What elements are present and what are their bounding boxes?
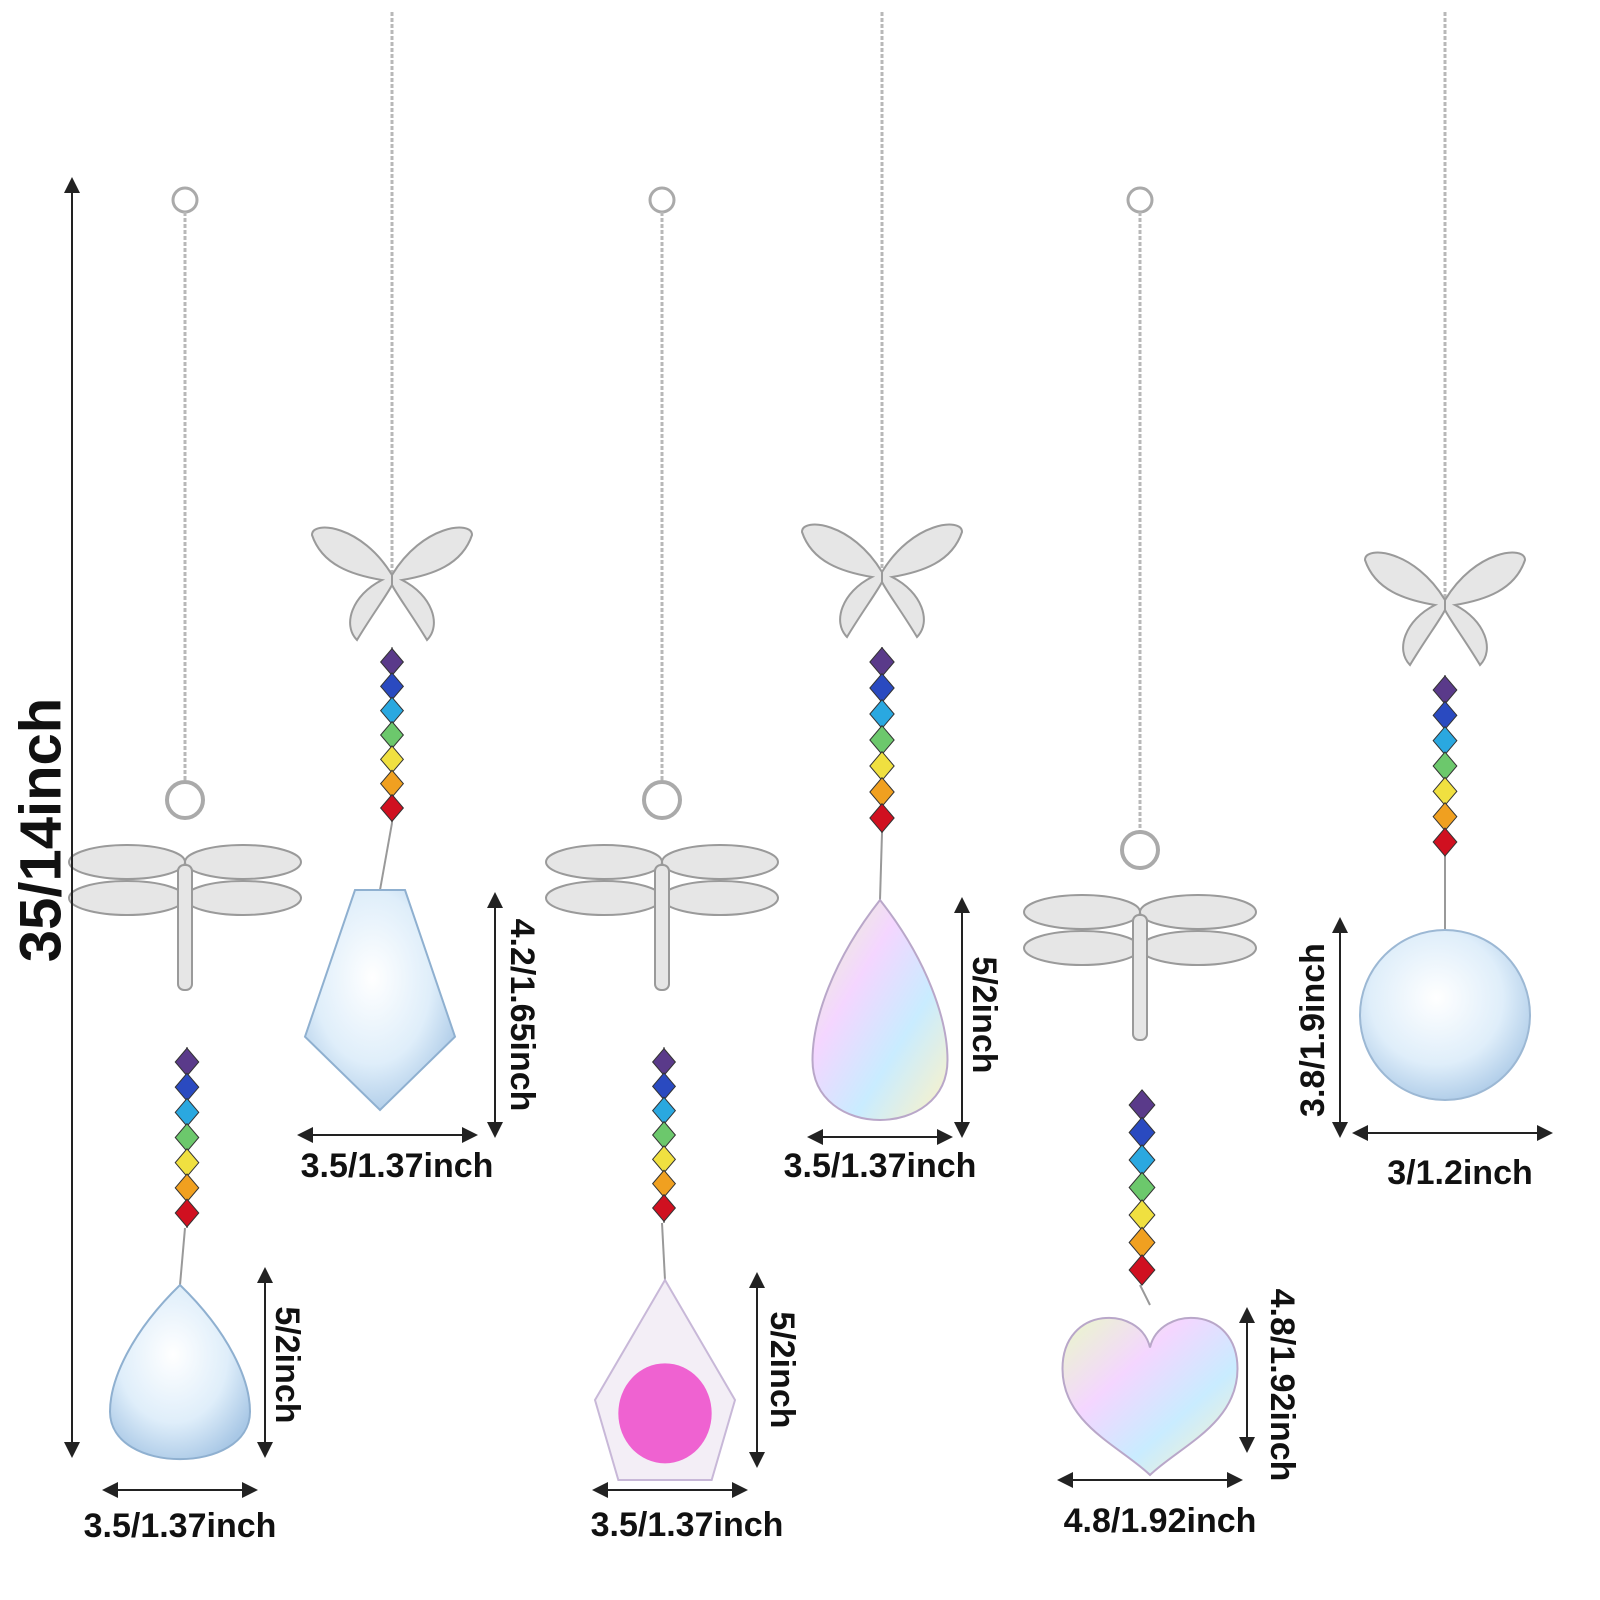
bead bbox=[174, 1148, 200, 1178]
crystal bbox=[108, 1283, 252, 1461]
butterfly bbox=[881, 523, 964, 639]
dragonfly-wing bbox=[68, 880, 186, 916]
crystal bbox=[1359, 929, 1531, 1101]
bead bbox=[379, 769, 405, 798]
bead bbox=[869, 672, 895, 704]
ring bbox=[1120, 830, 1160, 870]
bead bbox=[869, 698, 895, 730]
bead bbox=[379, 793, 405, 823]
crystal bbox=[811, 898, 949, 1121]
butterfly bbox=[1444, 551, 1527, 667]
butterfly bbox=[800, 523, 883, 639]
dragonfly-wing bbox=[661, 844, 779, 880]
bead bbox=[869, 724, 895, 756]
dragonfly-wing bbox=[1023, 930, 1141, 966]
height-label: 5/2inch bbox=[268, 1306, 306, 1423]
dragonfly-body bbox=[654, 864, 670, 991]
height-label: 4.8/1.92inch bbox=[1263, 1289, 1301, 1482]
dragonfly-body bbox=[1132, 914, 1148, 1041]
bead bbox=[174, 1097, 200, 1127]
dragonfly-wing bbox=[184, 880, 302, 916]
width-label: 3.5/1.37inch bbox=[84, 1507, 277, 1545]
bead bbox=[1432, 675, 1458, 705]
bead bbox=[651, 1193, 677, 1223]
bead bbox=[869, 750, 895, 782]
bead bbox=[1432, 776, 1458, 807]
bead bbox=[651, 1047, 677, 1077]
ring bbox=[165, 780, 205, 820]
bead bbox=[651, 1169, 677, 1198]
bead bbox=[1128, 1254, 1156, 1286]
bead bbox=[1432, 827, 1458, 857]
height-label: 5/2inch bbox=[763, 1311, 801, 1428]
dragonfly-body bbox=[177, 864, 193, 991]
dragonfly-wing bbox=[545, 880, 663, 916]
bead bbox=[1128, 1116, 1156, 1149]
width-label: 3/1.2inch bbox=[1387, 1154, 1533, 1192]
bead bbox=[869, 802, 895, 834]
dragonfly-wing bbox=[661, 880, 779, 916]
bead bbox=[379, 696, 405, 725]
bead bbox=[174, 1072, 200, 1102]
bead bbox=[651, 1096, 677, 1125]
bead bbox=[1128, 1089, 1156, 1121]
bead bbox=[174, 1173, 200, 1203]
width-label: 3.5/1.37inch bbox=[301, 1147, 494, 1185]
dragonfly-wing bbox=[545, 844, 663, 880]
bead bbox=[379, 745, 405, 774]
total-length-label: 35/14inch bbox=[8, 698, 73, 962]
bead bbox=[174, 1047, 200, 1077]
butterfly bbox=[1363, 551, 1446, 667]
butterfly bbox=[310, 526, 393, 642]
bead bbox=[869, 646, 895, 678]
height-label: 5/2inch bbox=[965, 956, 1003, 1073]
crystal-tint bbox=[618, 1363, 712, 1464]
butterfly bbox=[391, 526, 474, 642]
pendants bbox=[68, 12, 1531, 1481]
crystal-link bbox=[179, 1227, 186, 1286]
crystal-link bbox=[879, 832, 883, 901]
bead bbox=[651, 1072, 677, 1101]
crystal bbox=[1061, 1316, 1239, 1477]
dragonfly-wing bbox=[184, 844, 302, 880]
bead bbox=[1432, 725, 1458, 756]
bead bbox=[1128, 1144, 1156, 1176]
bead bbox=[379, 720, 405, 750]
bead bbox=[379, 647, 405, 677]
bead bbox=[651, 1120, 677, 1150]
crystal-link bbox=[1139, 1284, 1151, 1306]
dragonfly-wing bbox=[1023, 894, 1141, 930]
bead bbox=[174, 1198, 200, 1228]
bead bbox=[1128, 1171, 1156, 1204]
hook-ring bbox=[171, 186, 199, 214]
width-label: 3.5/1.37inch bbox=[784, 1147, 977, 1185]
bead bbox=[1432, 700, 1458, 731]
crystal-link bbox=[661, 1222, 666, 1281]
bead bbox=[1432, 801, 1458, 832]
height-label: 3.8/1.9inch bbox=[1294, 943, 1332, 1117]
bead bbox=[1128, 1226, 1156, 1259]
bead bbox=[174, 1122, 200, 1153]
hook-ring bbox=[1126, 186, 1154, 214]
hook-ring bbox=[648, 186, 676, 214]
height-label: 4.2/1.65inch bbox=[503, 919, 541, 1112]
crystal bbox=[303, 889, 457, 1112]
width-label: 3.5/1.37inch bbox=[591, 1506, 784, 1544]
dragonfly-wing bbox=[1139, 894, 1257, 930]
dragonfly-wing bbox=[1139, 930, 1257, 966]
ring bbox=[642, 780, 682, 820]
crystal-link bbox=[379, 822, 393, 891]
bead bbox=[869, 776, 895, 808]
bead bbox=[1432, 751, 1458, 781]
dragonfly-wing bbox=[68, 844, 186, 880]
bead bbox=[379, 672, 405, 701]
dimensions: 5/2inch3.5/1.37inch4.2/1.65inch3.5/1.37i… bbox=[84, 892, 1553, 1545]
bead bbox=[651, 1145, 677, 1174]
bead bbox=[1128, 1199, 1156, 1231]
width-label: 4.8/1.92inch bbox=[1064, 1502, 1257, 1540]
